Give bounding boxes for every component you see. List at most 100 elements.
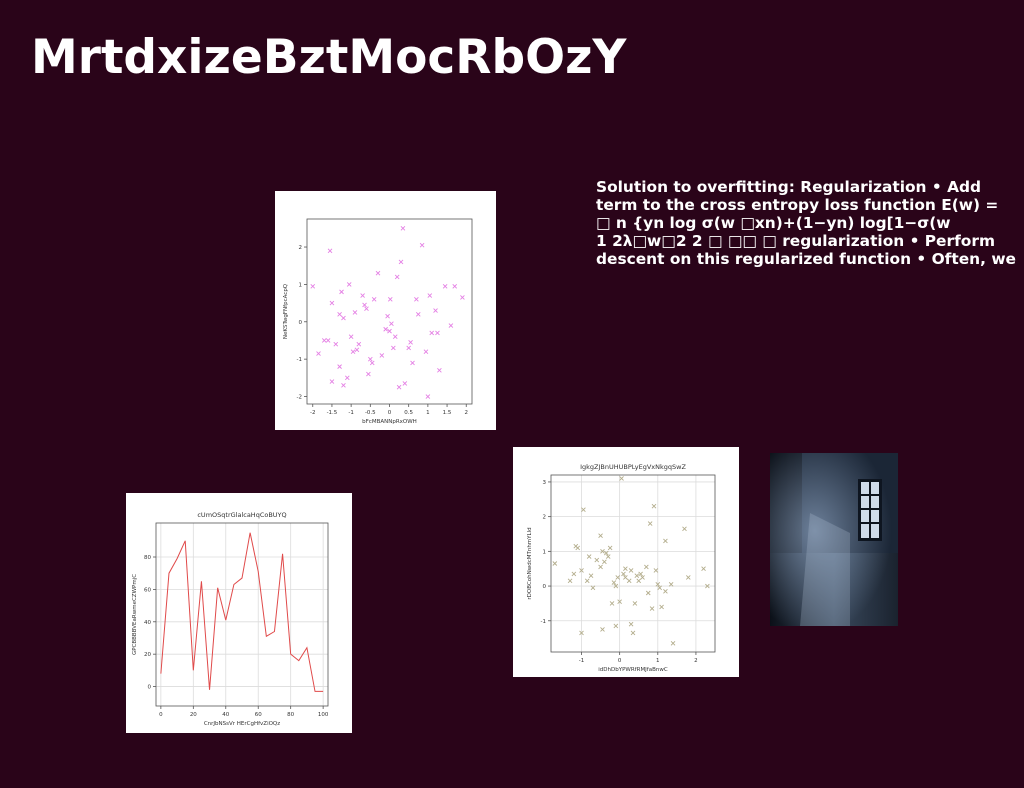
slide-title: MrtdxizeBztMocRbOzY (31, 30, 627, 85)
data-point (423, 349, 429, 354)
x-tick-label: -2 (310, 410, 315, 416)
data-point (613, 583, 619, 589)
data-point (310, 283, 316, 289)
data-point (630, 630, 636, 636)
data-point (375, 270, 381, 276)
chart-title: cUmOSqtrGlalcaHqCoBUYQ (197, 511, 286, 519)
x-tick-label: 2 (464, 410, 468, 416)
data-point (586, 554, 592, 559)
data-point (371, 297, 377, 302)
data-point (387, 297, 393, 302)
data-point (341, 315, 346, 321)
data-point (460, 295, 465, 300)
y-tick-label: 0 (299, 320, 303, 326)
data-point (327, 248, 333, 254)
slide-body-text: Solution to overfitting: Regularization … (596, 178, 1024, 274)
x-tick-label: 80 (287, 712, 294, 718)
data-point (581, 507, 586, 513)
x-tick-label: 60 (255, 712, 262, 718)
line-chart-red: 0 20 40 60 80 100 0 20 40 60 80 cUmOSqtrGlalcaHqCoB… (126, 493, 352, 733)
data-point (579, 630, 584, 636)
x-axis-label: CnrJbNSsVr HErCgHfvZiOQz (204, 721, 280, 727)
data-point (435, 330, 440, 336)
data-point (437, 368, 442, 373)
data-point (321, 338, 327, 343)
data-point (670, 641, 676, 646)
data-point (668, 582, 674, 587)
data-point (605, 554, 611, 559)
y-tick-label: -2 (297, 395, 302, 401)
x-tick-label: 0 (618, 658, 622, 664)
slide-text-line: Solution to overfitting: Regularization … (596, 178, 982, 196)
dark-room-photo (770, 453, 898, 626)
data-point (425, 394, 431, 399)
scatter-chart-magenta-svg: -2 -1.5 -1 -0.5 0 0.5 1 1.5 2 -2 -1 0 1 2 bFcMBANNpRxO… (283, 218, 473, 425)
data-point (647, 521, 653, 526)
plot-frame (155, 522, 329, 707)
data-point (452, 283, 458, 289)
y-tick-label: 0 (543, 584, 547, 590)
x-tick-label: 2 (694, 658, 698, 664)
data-point (408, 340, 413, 345)
data-point (325, 338, 331, 343)
data-point (354, 347, 360, 353)
scatter-chart-olive-svg: -1 0 1 2 -1 0 1 2 3 IgkgZJBnUHUBPLyEgVxNkgqSwZ idD… (527, 463, 716, 673)
y-tick-label: -1 (541, 619, 546, 625)
data-point (575, 545, 581, 551)
data-point (385, 313, 390, 319)
data-point (634, 573, 640, 578)
x-tick-label: 1.5 (443, 410, 452, 416)
x-tick-label: 40 (222, 712, 229, 718)
y-tick-label: 80 (144, 555, 151, 561)
data-point (615, 575, 621, 580)
data-point (626, 578, 632, 584)
data-point (392, 334, 398, 340)
y-tick-label: 20 (144, 652, 151, 658)
data-point (638, 571, 643, 577)
data-point (611, 580, 617, 585)
x-tick-label: -0.5 (365, 410, 376, 416)
data-point (406, 345, 412, 351)
data-point (362, 302, 367, 308)
data-point (584, 578, 590, 584)
data-point (609, 601, 615, 606)
data-point (442, 283, 448, 289)
data-point (429, 330, 435, 336)
data-point (701, 566, 706, 572)
data-point (352, 310, 358, 315)
slide-text-line: □ n {yn log σ(w □xn)+(1−yn) log[1−σ(w (596, 214, 951, 232)
data-point (705, 583, 710, 589)
data-point (360, 293, 365, 298)
data-point (333, 341, 339, 347)
data-point (394, 274, 400, 280)
data-point (653, 568, 659, 573)
data-point (628, 621, 634, 627)
data-point (628, 568, 634, 573)
data-point (364, 306, 369, 312)
data-point (337, 364, 342, 369)
data-point (640, 575, 645, 580)
data-point (398, 259, 404, 265)
data-point (657, 585, 663, 591)
data-point (387, 328, 392, 334)
data-point (379, 353, 385, 358)
data-point (600, 627, 605, 632)
data-point (366, 371, 371, 377)
x-tick-label: -1.5 (327, 410, 338, 416)
data-point (623, 575, 628, 580)
data-point (337, 311, 342, 317)
slide-text-line: descent on this regularized function • O… (596, 250, 1016, 268)
data-point (685, 575, 691, 580)
data-point (579, 568, 584, 573)
data-point (645, 590, 651, 596)
data-point (598, 564, 603, 570)
data-point (316, 351, 321, 356)
y-tick-label: 0 (148, 685, 152, 691)
data-point (600, 549, 605, 554)
data-point (346, 282, 352, 287)
data-point (339, 289, 344, 295)
y-tick-label: 40 (144, 620, 151, 626)
data-point (433, 308, 438, 313)
data-point (682, 526, 687, 532)
y-tick-label: 60 (144, 587, 151, 593)
